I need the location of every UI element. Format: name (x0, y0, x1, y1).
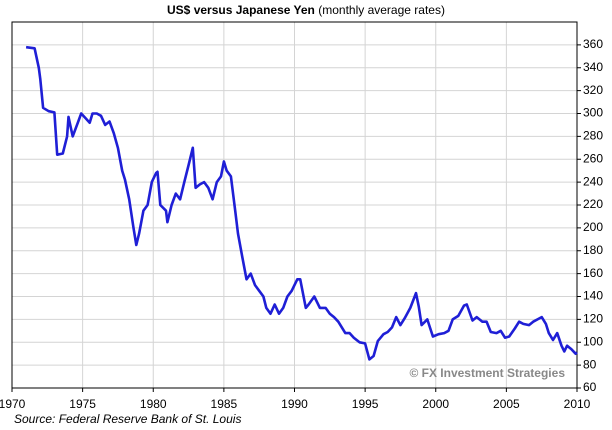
y-tick-label: 200 (583, 220, 603, 234)
y-tick-label: 140 (583, 289, 603, 303)
x-tick-label: 1990 (281, 397, 308, 411)
x-tick-label: 1995 (352, 397, 379, 411)
x-tick-label: 1970 (0, 397, 26, 411)
y-tick-label: 120 (583, 312, 603, 326)
x-tick-label: 2010 (564, 397, 591, 411)
x-tick-label: 1980 (140, 397, 167, 411)
y-tick-label: 80 (583, 357, 597, 371)
chart-subtitle: (monthly average rates) (318, 3, 445, 17)
y-tick-label: 300 (583, 106, 603, 120)
y-tick-label: 60 (583, 380, 597, 394)
chart-title: US$ versus Japanese Yen (167, 3, 315, 17)
x-tick-label: 1975 (69, 397, 96, 411)
x-tick-label: 2005 (493, 397, 520, 411)
watermark: © FX Investment Strategies (409, 366, 565, 380)
y-tick-label: 360 (583, 37, 603, 51)
y-tick-label: 280 (583, 129, 603, 143)
data-line (25, 45, 578, 361)
plot-frame (11, 21, 578, 389)
y-tick-label: 180 (583, 243, 603, 257)
y-tick-label: 340 (583, 60, 603, 74)
x-tick-label: 2000 (422, 397, 449, 411)
chart-title-group: US$ versus Japanese Yen (monthly average… (167, 3, 445, 17)
y-tick-label: 320 (583, 83, 603, 97)
source: Source: Federal Reserve Bank of St. Loui… (14, 412, 241, 426)
y-tick-label: 240 (583, 174, 603, 188)
y-tick-label: 260 (583, 151, 603, 165)
y-tick-label: 100 (583, 334, 603, 348)
y-tick-label: 160 (583, 266, 603, 280)
y-tick-label: 220 (583, 197, 603, 211)
x-tick-label: 1985 (211, 397, 238, 411)
